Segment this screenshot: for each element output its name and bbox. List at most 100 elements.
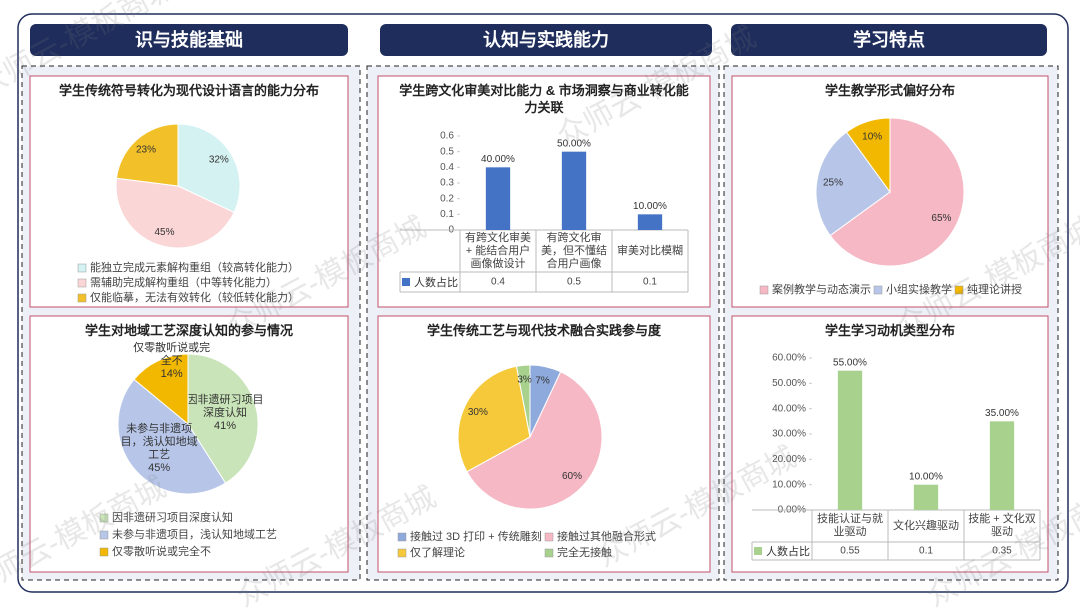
text-box: 学生传统工艺与现代技术融合实践参与度 bbox=[398, 322, 690, 362]
legend-label: 人数占比 bbox=[766, 546, 810, 558]
legend-swatch bbox=[402, 278, 410, 286]
pie-slice bbox=[457, 365, 531, 473]
legend-swatch bbox=[99, 530, 109, 540]
text-container: 审美对比模糊 bbox=[614, 231, 686, 271]
section-title: 识与技能基础 bbox=[135, 29, 243, 50]
data-label: 41% bbox=[213, 419, 236, 432]
chart-title: 学生传统工艺与现代技术融合实践参与度 bbox=[426, 323, 661, 338]
text-container: 仅零散听说或完全不 14% bbox=[133, 326, 211, 396]
table-value: 0.1 bbox=[919, 546, 933, 557]
text-box: 学生跨文化审美对比能力 & 市场洞察与商业转化能力关联 bbox=[398, 82, 690, 122]
bar bbox=[989, 421, 1015, 510]
chart-title: 学生学习动机类型分布 bbox=[824, 323, 955, 338]
legend-swatch bbox=[544, 532, 554, 542]
data-label-name: 因非遗研习项目深度认知 bbox=[186, 393, 264, 419]
text-container: 人数占比 bbox=[754, 542, 812, 560]
legend-swatch bbox=[77, 293, 87, 303]
legend-swatch bbox=[754, 547, 762, 555]
legend-swatch bbox=[759, 285, 769, 295]
legend-label: 案例教学与动态演示 bbox=[772, 282, 871, 296]
data-label-name: 仅零散听说或完全不 bbox=[133, 341, 211, 367]
section-title: 认知与实践能力 bbox=[483, 29, 609, 50]
text-box: 学生学习动机类型分布 bbox=[752, 322, 1028, 362]
legend-swatch bbox=[873, 285, 883, 295]
legend-swatch bbox=[544, 548, 554, 558]
legend-label: 仅能临摹，无法有效转化（较低转化能力） bbox=[90, 290, 299, 304]
section-title: 学习特点 bbox=[853, 29, 925, 50]
chart-title: 学生对地域工艺深度认知的参与情况 bbox=[84, 323, 293, 338]
pie-slice bbox=[115, 177, 235, 249]
pie-slice bbox=[117, 378, 227, 495]
table-value: 0.4 bbox=[491, 277, 505, 288]
x-tick-label: 技能认证与就业驱动 bbox=[817, 513, 883, 538]
data-label: 25% bbox=[823, 178, 843, 189]
data-label: 55.00% bbox=[833, 357, 867, 368]
table-value: 0.55 bbox=[840, 546, 860, 557]
legend-label: 纯理论讲授 bbox=[967, 282, 1022, 296]
legend-swatch bbox=[397, 532, 407, 542]
text-container: 有跨文化审美 + 能结合用户画像做设计 bbox=[462, 231, 534, 271]
data-label: 3% bbox=[517, 374, 532, 385]
legend-label: 小组实操教学 bbox=[886, 282, 952, 296]
y-tick-label: 0.1 bbox=[440, 209, 454, 220]
pie-slice bbox=[133, 353, 189, 426]
y-tick-label: 0.6 bbox=[440, 131, 454, 142]
text-container: 技能 + 文化双驱动 bbox=[966, 511, 1038, 541]
text-container: 有跨文化审美，但不懂结合用户画像 bbox=[538, 231, 610, 271]
legend-label: 仅了解理论 bbox=[410, 545, 465, 559]
section-header bbox=[30, 24, 348, 56]
bar bbox=[913, 484, 939, 510]
text-container: 学生学习动机类型分布 bbox=[752, 322, 1028, 362]
data-label: 60% bbox=[562, 471, 582, 482]
legend-label: 仅零散听说或完全不 bbox=[112, 544, 211, 558]
pie-slice bbox=[815, 131, 891, 237]
y-tick-label: 0.5 bbox=[440, 146, 454, 157]
text-container: 文化兴趣驱动 bbox=[890, 511, 962, 541]
data-label: 45% bbox=[148, 462, 171, 475]
legend-label: 接触过其他融合形式 bbox=[557, 529, 656, 543]
pie-slice bbox=[466, 371, 603, 510]
x-tick-label: 审美对比模糊 bbox=[617, 244, 683, 257]
x-tick-label: 有跨文化审美 + 能结合用户画像做设计 bbox=[465, 231, 531, 270]
legend-label: 完全无接触 bbox=[557, 545, 612, 559]
bar bbox=[485, 167, 511, 230]
text-box: 人数占比 bbox=[402, 277, 458, 289]
y-tick-label: 10.00% bbox=[772, 479, 806, 490]
y-tick-label: 60.00% bbox=[772, 353, 806, 364]
pie-slice bbox=[515, 364, 531, 438]
legend-label: 因非遗研习项目深度认知 bbox=[112, 510, 233, 524]
y-tick-label: 40.00% bbox=[772, 403, 806, 414]
x-tick-label: 有跨文化审美，但不懂结合用户画像 bbox=[541, 231, 607, 270]
data-label: 40.00% bbox=[481, 154, 515, 165]
text-container: 因非遗研习项目深度认知 41% bbox=[186, 378, 264, 448]
text-box: 有跨文化审美 + 能结合用户画像做设计 bbox=[462, 231, 534, 271]
text-box: 有跨文化审美，但不懂结合用户画像 bbox=[538, 231, 610, 271]
text-container: 学生跨文化审美对比能力 & 市场洞察与商业转化能力关联 bbox=[398, 82, 690, 122]
legend-swatch bbox=[77, 263, 87, 273]
legend-swatch bbox=[99, 547, 109, 557]
y-tick-label: 50.00% bbox=[772, 378, 806, 389]
table-value: 0.1 bbox=[643, 277, 657, 288]
legend-swatch bbox=[77, 278, 87, 288]
y-tick-label: 0.4 bbox=[440, 162, 454, 173]
pie-slice bbox=[177, 123, 241, 214]
bar bbox=[837, 370, 863, 510]
text-box: 学生传统符号转化为现代设计语言的能力分布 bbox=[59, 83, 319, 98]
legend-label: 未参与非遗项目，浅认知地域工艺 bbox=[112, 527, 277, 541]
legend-label: 人数占比 bbox=[414, 277, 458, 289]
data-label: 10% bbox=[862, 132, 882, 143]
y-tick-label: 20.00% bbox=[772, 454, 806, 465]
x-tick-label: 技能 + 文化双驱动 bbox=[968, 513, 1036, 538]
legend-swatch bbox=[99, 513, 109, 523]
data-label: 23% bbox=[136, 144, 156, 155]
bar bbox=[561, 151, 587, 230]
text-container: 学生对地域工艺深度认知的参与情况 bbox=[50, 322, 328, 362]
text-container: 学生传统工艺与现代技术融合实践参与度 bbox=[398, 322, 690, 362]
data-label: 30% bbox=[468, 407, 488, 418]
y-tick-label: 30.00% bbox=[772, 429, 806, 440]
data-label: 45% bbox=[155, 227, 175, 238]
